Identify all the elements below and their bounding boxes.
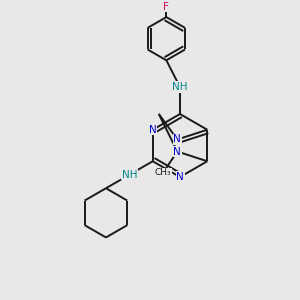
Text: N: N: [173, 134, 181, 145]
Text: F: F: [164, 2, 169, 12]
Text: CH₃: CH₃: [155, 168, 171, 177]
Text: N: N: [149, 125, 157, 135]
Text: NH: NH: [122, 170, 137, 180]
Text: NH: NH: [172, 82, 188, 92]
Text: N: N: [176, 172, 184, 182]
Text: N: N: [173, 146, 181, 157]
